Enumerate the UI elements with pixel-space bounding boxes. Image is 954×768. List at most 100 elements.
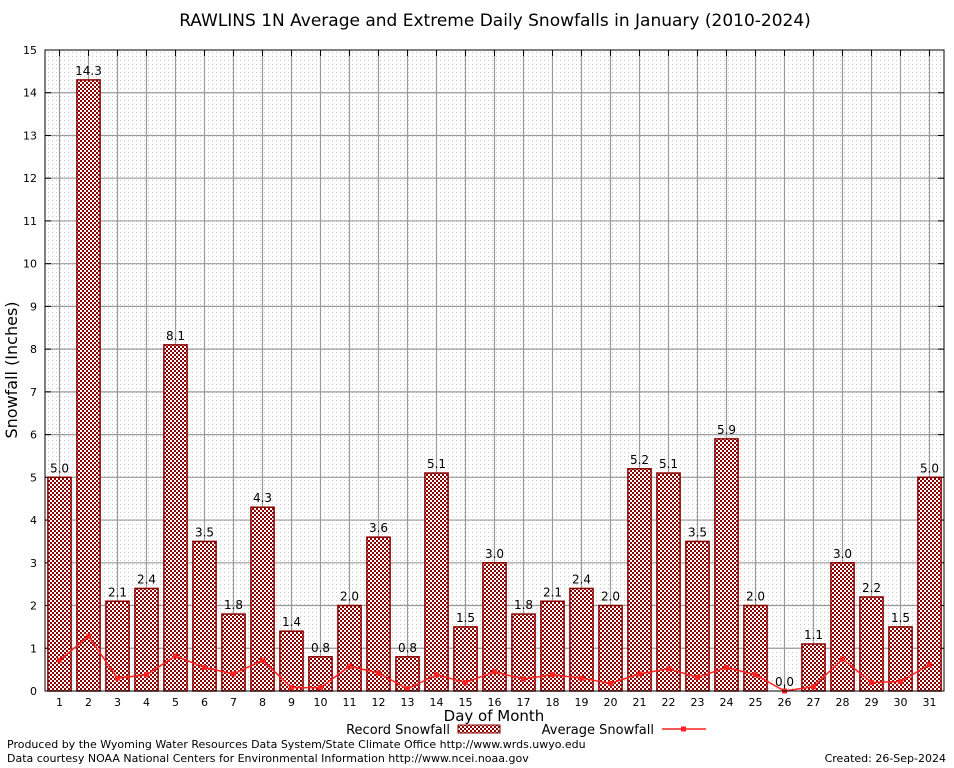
y-tick-label: 12: [23, 172, 37, 185]
bar-value-label: 2.0: [340, 590, 359, 604]
y-tick-label: 0: [30, 685, 37, 698]
bar-value-label: 3.5: [195, 525, 214, 539]
bar-value-label: 5.1: [427, 457, 446, 471]
bar-value-labels: 5.0 14.3 2.1 2.4 8.1 3.5 1.8 4.3 1.4 0.8 2.0 3.6 0.8…: [50, 64, 939, 689]
record-bar: [598, 604, 623, 692]
y-tick-label: 7: [30, 386, 37, 399]
bar-value-label: 2.0: [601, 590, 620, 604]
bar-value-label: 5.9: [717, 423, 736, 437]
y-tick-label: 13: [23, 129, 37, 142]
x-tick-label: 11: [343, 696, 357, 709]
average-point: [463, 679, 468, 685]
average-point: [202, 664, 207, 670]
legend-record-label: Record Snowfall: [346, 723, 450, 738]
x-tick-label: 17: [517, 696, 531, 709]
record-bar: [743, 604, 768, 692]
average-point: [86, 633, 91, 639]
bar-value-label: 0.8: [311, 641, 330, 655]
average-point: [869, 679, 874, 685]
bar-value-label: 1.1: [804, 628, 823, 642]
x-tick-label: 14: [430, 696, 444, 709]
record-bar: [685, 540, 710, 692]
x-tick-label: 6: [201, 696, 208, 709]
bar-value-label: 1.5: [456, 611, 475, 625]
y-tick-label: 15: [23, 44, 37, 57]
average-point: [753, 672, 758, 678]
average-point: [927, 662, 932, 668]
bar-value-label: 5.1: [659, 457, 678, 471]
bar-value-label: 2.0: [746, 590, 765, 604]
record-bar: [540, 600, 565, 692]
x-tick-label: 31: [923, 696, 937, 709]
bar-value-label: 2.2: [862, 581, 881, 595]
legend-average-marker: [681, 726, 686, 732]
average-point: [405, 686, 410, 692]
average-point: [260, 657, 265, 663]
chart-title: RAWLINS 1N Average and Extreme Daily Sno…: [179, 11, 811, 31]
x-tick-label: 2: [85, 696, 92, 709]
bar-value-label: 1.8: [224, 598, 243, 612]
average-point: [492, 669, 497, 675]
x-tick-label: 13: [401, 696, 415, 709]
x-tick-label: 7: [230, 696, 237, 709]
record-bar: [569, 587, 594, 692]
footer-data-courtesy: Data courtesy NOAA National Centers for …: [7, 752, 529, 765]
average-point: [434, 672, 439, 678]
y-tick-label: 9: [30, 300, 37, 313]
y-tick-label: 6: [30, 429, 37, 442]
bar-value-label: 3.0: [485, 547, 504, 561]
x-tick-label: 24: [720, 696, 734, 709]
x-tick-label: 4: [143, 696, 150, 709]
legend: Record Snowfall Average Snowfall: [346, 723, 706, 738]
average-point: [840, 656, 845, 662]
average-point: [724, 664, 729, 670]
plot-frame: [44, 49, 945, 692]
record-bar: [76, 79, 101, 692]
record-bar: [801, 643, 826, 692]
x-tick-label: 15: [459, 696, 473, 709]
average-point: [898, 679, 903, 685]
y-tick-label: 11: [23, 215, 37, 228]
average-point: [666, 666, 671, 672]
y-tick-label: 10: [23, 258, 37, 271]
x-tick-label: 29: [865, 696, 879, 709]
record-snowfall-bars: [47, 79, 942, 692]
average-point: [811, 684, 816, 690]
average-point: [347, 663, 352, 669]
record-bar: [656, 472, 681, 692]
average-point: [579, 675, 584, 681]
record-bar: [221, 613, 246, 692]
bar-value-label: 5.2: [630, 453, 649, 467]
bar-value-label: 0.0: [775, 675, 794, 689]
x-tick-label: 8: [259, 696, 266, 709]
bar-value-label: 3.5: [688, 525, 707, 539]
average-point: [115, 675, 120, 681]
x-tick-label: 28: [836, 696, 850, 709]
footer-produced-by: Produced by the Wyoming Water Resources …: [7, 738, 586, 751]
footer-created: Created: 26-Sep-2024: [825, 752, 946, 765]
x-tick-label: 3: [114, 696, 121, 709]
x-tick-label: 5: [172, 696, 179, 709]
y-tick-label: 1: [30, 642, 37, 655]
x-tick-label: 19: [575, 696, 589, 709]
y-tick-label: 5: [30, 471, 37, 484]
average-point: [144, 672, 149, 678]
x-tick-label: 26: [778, 696, 792, 709]
average-point: [695, 674, 700, 680]
legend-average-label: Average Snowfall: [542, 723, 654, 738]
y-tick-label: 3: [30, 557, 37, 570]
y-axis-label: Snowfall (Inches): [2, 301, 21, 438]
bar-value-label: 1.5: [891, 611, 910, 625]
x-tick-label: 22: [662, 696, 676, 709]
record-bar: [917, 476, 942, 692]
bar-value-label: 2.1: [543, 585, 562, 599]
average-point: [521, 676, 526, 682]
y-tick-label: 8: [30, 343, 37, 356]
average-point: [318, 685, 323, 691]
x-tick-label: 18: [546, 696, 560, 709]
average-point: [173, 653, 178, 659]
bar-value-label: 3.0: [833, 547, 852, 561]
y-tick-label: 14: [23, 87, 37, 100]
x-tick-label: 16: [488, 696, 502, 709]
